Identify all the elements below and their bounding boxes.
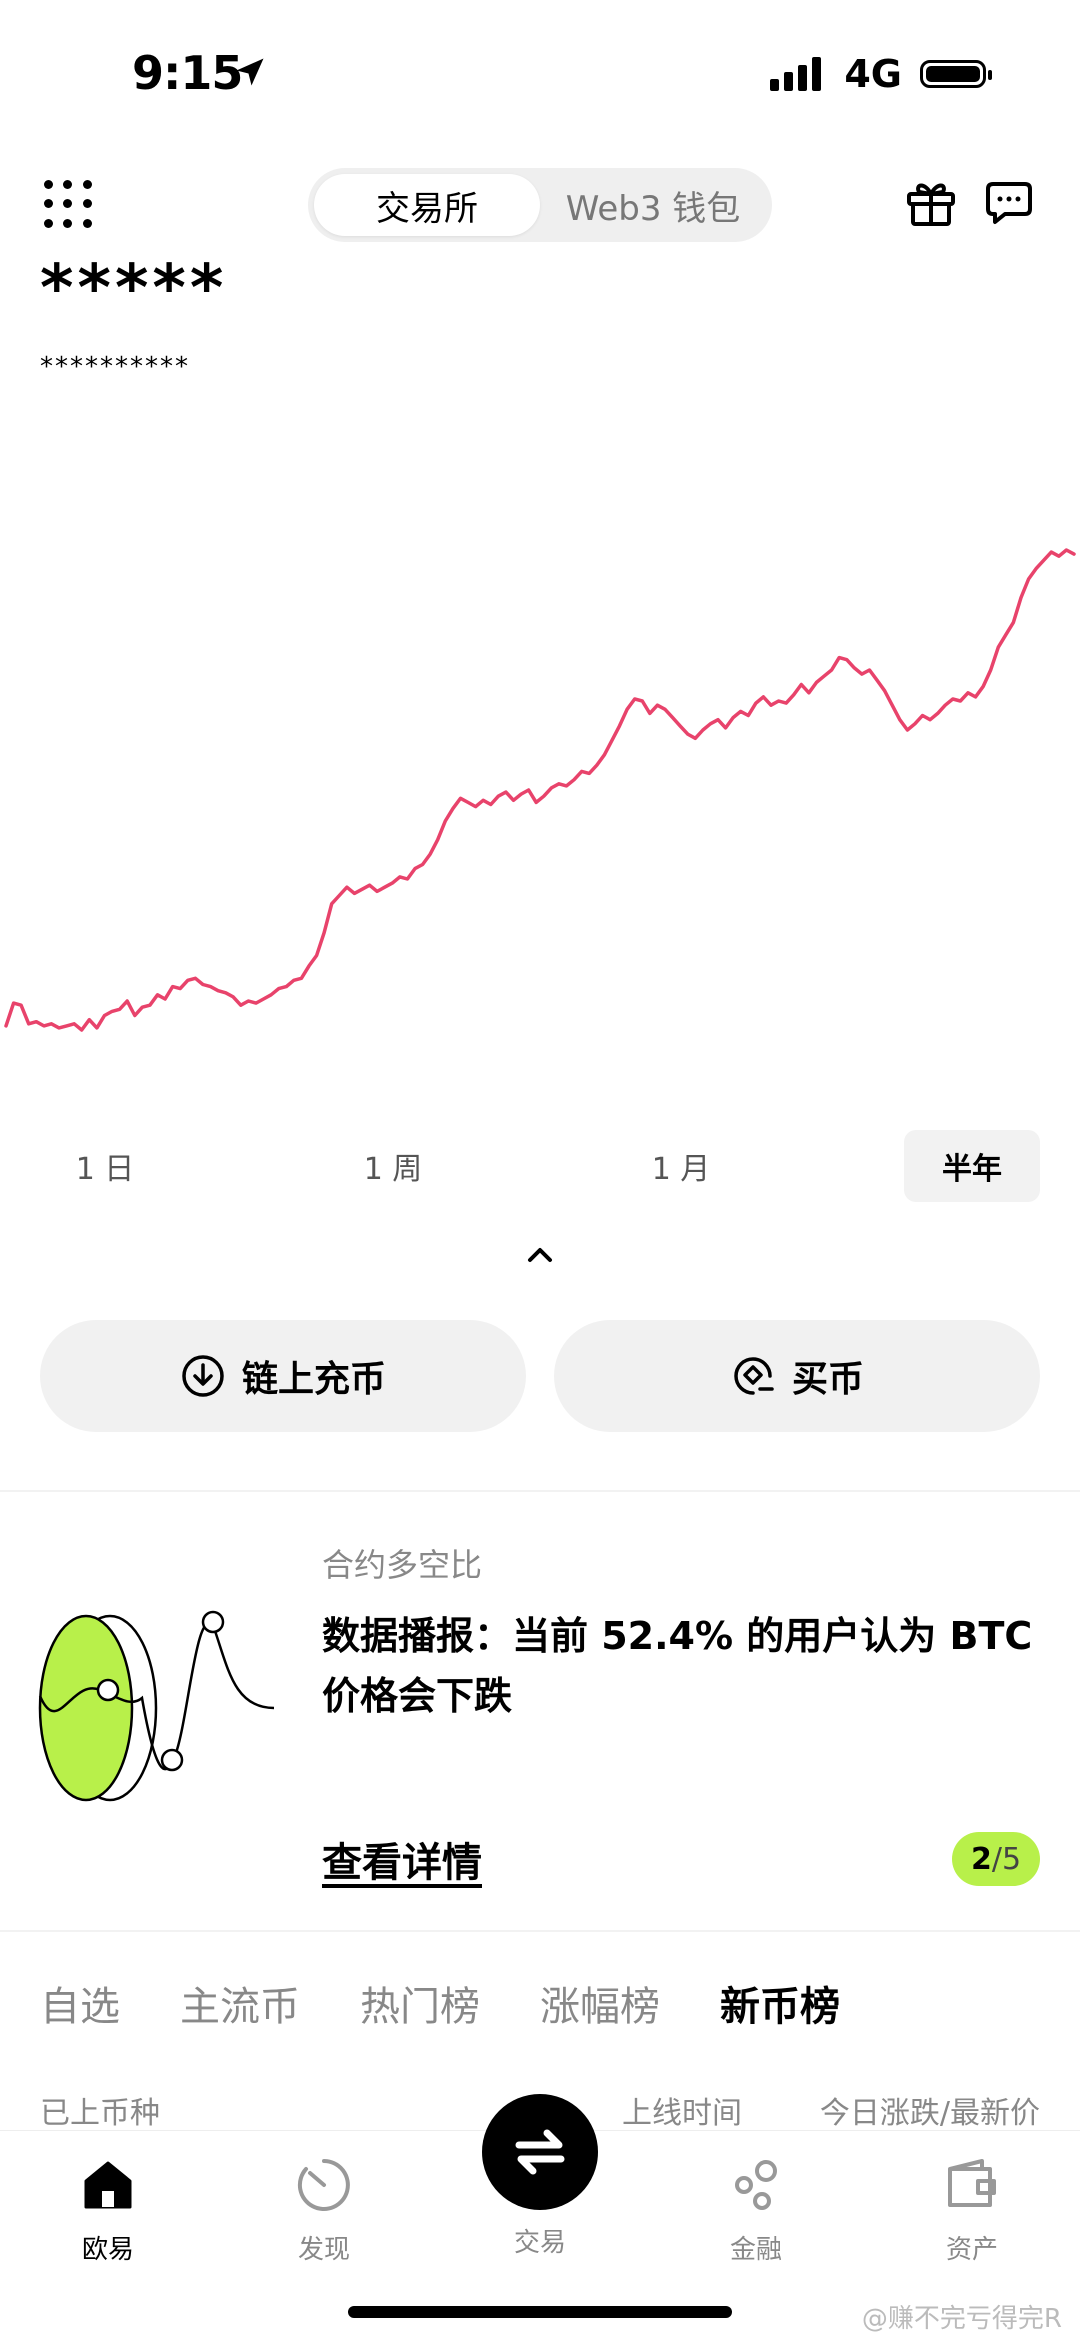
grid-menu-icon[interactable] [44, 180, 94, 230]
wallet-icon [948, 2159, 996, 2207]
asset-line-chart [4, 548, 1076, 1032]
period-1d[interactable]: 1 日 [75, 1152, 135, 1187]
tab-gainers[interactable]: 涨幅榜 [540, 1984, 660, 2030]
nav-assets[interactable]: 资产 [902, 2155, 1042, 2266]
column-listed[interactable]: 已上币种 [40, 2096, 160, 2131]
promo-pager: 2/5 [952, 1832, 1040, 1886]
pager-total: 5 [1001, 1841, 1022, 1877]
chevron-up-icon[interactable] [524, 1242, 556, 1266]
finance-icon [735, 2160, 777, 2210]
tab-exchange[interactable]: 交易所 [314, 174, 540, 236]
nav-home-label: 欧易 [81, 2235, 134, 2265]
view-details-link[interactable]: 查看详情 [322, 1840, 482, 1886]
section-divider [0, 1490, 1080, 1492]
location-arrow-icon [236, 58, 264, 86]
swap-icon [515, 2129, 565, 2175]
long-short-ratio-illustration [38, 1610, 275, 1802]
period-selector: 1 日 1 周 1 月 半年 [40, 1130, 1040, 1202]
nav-discover[interactable]: 发现 [254, 2155, 394, 2266]
discover-icon [297, 2159, 350, 2211]
signal-icon [770, 57, 822, 91]
section-divider [0, 1930, 1080, 1932]
column-change-price[interactable]: 今日涨跌/最新价 [819, 2096, 1040, 2131]
status-time: 9:15 [132, 46, 243, 100]
pager-current: 2 [970, 1841, 992, 1877]
period-6m[interactable]: 半年 [904, 1130, 1040, 1202]
trade-button[interactable] [482, 2094, 598, 2210]
balance-value: ***** [40, 252, 228, 326]
promo-headline: 数据播报：当前 52.4% 的用户认为 BTC 价格会下跌 [322, 1614, 1033, 1718]
pager-separator: / [991, 1841, 1002, 1877]
tab-new-listings[interactable]: 新币榜 [720, 1984, 840, 2030]
tab-mainstream[interactable]: 主流币 [180, 1984, 300, 2030]
nav-finance-label: 金融 [729, 2235, 782, 2265]
home-indicator [348, 2306, 732, 2318]
buy-crypto-button[interactable]: 买币 [554, 1320, 1040, 1432]
deposit-button[interactable]: 链上充币 [40, 1320, 526, 1432]
status-indicators: 4G [770, 52, 992, 96]
mode-switch: 交易所 Web3 钱包 [308, 168, 772, 242]
column-listing-time[interactable]: 上线时间 [622, 2096, 742, 2131]
download-icon [182, 1355, 224, 1397]
promo-category: 合约多空比 [322, 1546, 483, 1584]
period-1w[interactable]: 1 周 [363, 1152, 423, 1187]
chart-series-line [4, 548, 1076, 1032]
nav-home[interactable]: 欧易 [38, 2155, 178, 2266]
gift-icon[interactable] [905, 176, 957, 228]
nav-finance[interactable]: 金融 [686, 2155, 826, 2266]
buy-coin-icon [734, 1357, 774, 1395]
message-icon[interactable] [985, 180, 1033, 226]
tab-web3-wallet[interactable]: Web3 钱包 [565, 188, 741, 229]
deposit-label: 链上充币 [241, 1359, 386, 1400]
nav-assets-label: 资产 [945, 2235, 998, 2265]
period-1m[interactable]: 1 月 [651, 1152, 711, 1187]
buy-label: 买币 [791, 1359, 864, 1400]
tab-hot[interactable]: 热门榜 [360, 1984, 480, 2030]
battery-icon [920, 60, 992, 88]
nav-trade-label: 交易 [513, 2228, 566, 2258]
tab-favorites[interactable]: 自选 [40, 1984, 120, 2030]
network-type: 4G [844, 52, 902, 96]
balance-sub-value: ********** [40, 352, 190, 382]
home-icon [84, 2161, 132, 2209]
nav-discover-label: 发现 [297, 2235, 350, 2265]
market-tabs: 自选 主流币 热门榜 涨幅榜 新币榜 [40, 1974, 840, 2032]
watermark: @赚不完亏得完R [861, 2304, 1062, 2334]
